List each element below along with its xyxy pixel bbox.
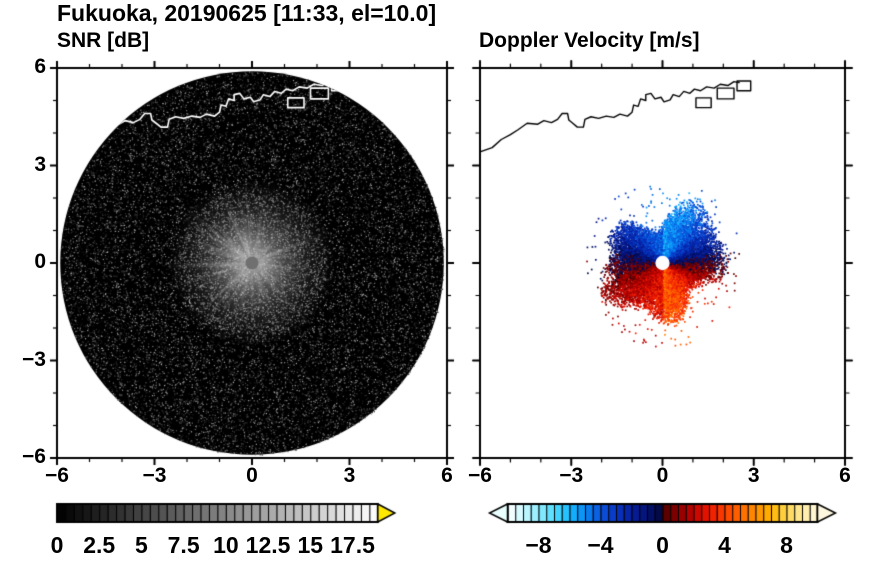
doppler-colorbar xyxy=(478,501,860,527)
snr-colorbar-tick-label: 7.5 xyxy=(167,532,200,558)
snr-colorbar-tick-label: 5 xyxy=(135,532,148,558)
snr-colorbar-tick-label: 17.5 xyxy=(330,532,375,558)
doppler-panel-title: Doppler Velocity [m/s] xyxy=(479,29,700,52)
doppler-colorbar-tick-label: 0 xyxy=(656,532,669,558)
snr-colorbar-tick-label: 10 xyxy=(213,532,239,558)
y-tick-label: 3 xyxy=(34,152,46,176)
doppler-colorbar-tick-label: −8 xyxy=(525,532,552,558)
snr-panel-title: SNR [dB] xyxy=(57,29,150,52)
snr-colorbar-tick-label: 12.5 xyxy=(245,532,291,558)
y-tick-label: 0 xyxy=(34,250,46,273)
doppler-ppi-plot xyxy=(466,54,859,472)
y-tick-label: −3 xyxy=(22,347,46,371)
doppler-colorbar-tick-label: −4 xyxy=(587,532,614,558)
y-tick-label: −6 xyxy=(22,445,46,468)
y-tick-label: 6 xyxy=(34,55,46,78)
doppler-colorbar-tick-label: 8 xyxy=(780,532,793,558)
snr-colorbar-tick-label: 15 xyxy=(297,532,324,558)
snr-colorbar-tick-label: 0 xyxy=(50,532,64,558)
snr-colorbar xyxy=(55,501,401,527)
snr-colorbar-tick-label: 2.5 xyxy=(83,532,116,558)
snr-ppi-plot xyxy=(43,54,461,472)
figure-title: Fukuoka, 20190625 [11:33, el=10.0] xyxy=(57,0,437,26)
doppler-colorbar-tick-label: 4 xyxy=(718,532,731,558)
